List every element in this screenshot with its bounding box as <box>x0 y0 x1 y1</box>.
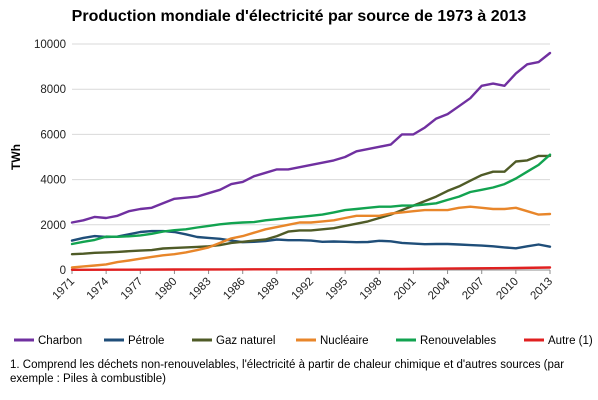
footnote: 1. Comprend les déchets non-renouvelable… <box>10 359 565 385</box>
x-tick-label: 1995 <box>324 276 351 303</box>
legend-label: Renouvelables <box>420 335 496 347</box>
x-tick-label: 2001 <box>392 276 419 303</box>
x-tick-label: 1998 <box>358 276 385 303</box>
x-tick-label: 1983 <box>187 276 214 303</box>
y-tick-label: 2000 <box>40 220 66 232</box>
x-tick-label: 1977 <box>119 276 146 303</box>
grid-lines <box>72 43 550 226</box>
x-tick-label: 2007 <box>460 276 487 303</box>
y-tick-label: 0 <box>60 265 66 277</box>
legend-label: Nucléaire <box>320 335 369 347</box>
legend: Charbon Pétrole Gaz naturel Nucléaire Renouv… <box>14 335 593 347</box>
x-tick-label: 2004 <box>426 275 453 302</box>
x-tick-label: 2010 <box>494 276 521 303</box>
y-axis-label: TWh <box>9 144 23 170</box>
axes: 0 2000 4000 6000 8000 10000 1971 1974 1977 1980 19… <box>9 39 555 302</box>
x-tick-label: 1992 <box>290 276 317 303</box>
series-line-2 <box>70 229 552 250</box>
series-lines <box>70 51 552 271</box>
legend-label: Gaz naturel <box>216 335 275 347</box>
legend-label: Charbon <box>38 335 82 347</box>
series-line-1 <box>70 51 552 224</box>
series-line-6 <box>70 266 552 271</box>
y-tick-label: 6000 <box>40 129 66 141</box>
series-line-5 <box>70 153 552 246</box>
x-tick-label: 2013 <box>529 276 556 303</box>
x-tick-label: 1980 <box>153 276 180 303</box>
x-tick-label: 1974 <box>85 275 112 302</box>
y-tick-label: 4000 <box>40 175 66 187</box>
y-tick-label: 10000 <box>34 39 66 51</box>
x-tick-label: 1986 <box>221 276 248 303</box>
y-tick-label: 8000 <box>40 84 66 96</box>
x-tick-label: 1971 <box>51 276 78 303</box>
series-line-3 <box>70 154 552 256</box>
x-tick-label: 1989 <box>255 276 282 303</box>
legend-label: Autre (1) <box>548 335 593 347</box>
chart-title: Production mondiale d'électricité par so… <box>71 8 527 25</box>
series-line-4 <box>70 205 552 269</box>
legend-label: Pétrole <box>128 335 164 347</box>
